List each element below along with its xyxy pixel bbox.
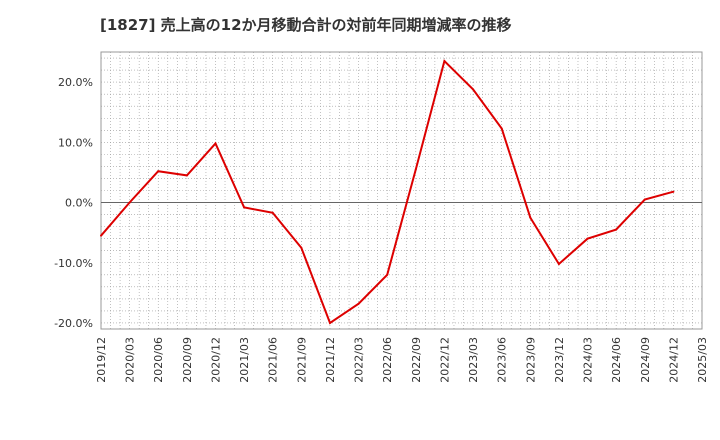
data-point <box>615 228 618 231</box>
y-axis-labels: 20.0% 10.0% 0.0% -10.0% -20.0% <box>54 76 93 330</box>
x-tick-label: 2021/03 <box>238 337 251 383</box>
data-point <box>328 321 331 324</box>
x-tick-label: 2024/09 <box>639 337 652 383</box>
x-tick-label: 2020/03 <box>124 337 137 383</box>
x-axis-labels: 2019/12 2020/03 2020/06 2020/09 2020/12 2021/… <box>95 337 709 383</box>
data-point <box>472 88 475 91</box>
x-tick-label: 2021/06 <box>267 337 280 383</box>
x-tick-label: 2019/12 <box>95 337 108 383</box>
x-tick-label: 2022/06 <box>381 337 394 383</box>
data-point <box>529 216 532 219</box>
x-tick-label: 2020/06 <box>152 337 165 383</box>
data-point <box>586 237 589 240</box>
x-tick-label: 2021/12 <box>324 337 337 383</box>
x-tick-label: 2020/09 <box>181 337 194 383</box>
x-tick-label: 2020/12 <box>209 337 222 383</box>
data-point <box>243 206 246 209</box>
data-point <box>157 170 160 173</box>
x-tick-label: 2022/12 <box>438 337 451 383</box>
y-tick-label: -10.0% <box>54 257 93 270</box>
data-point <box>386 273 389 276</box>
x-tick-label: 2023/09 <box>524 337 537 383</box>
x-tick-label: 2022/09 <box>410 337 423 383</box>
x-tick-label: 2024/12 <box>667 337 680 383</box>
data-point <box>443 60 446 63</box>
x-tick-label: 2021/09 <box>295 337 308 383</box>
y-tick-label: 10.0% <box>58 136 93 149</box>
data-point <box>557 262 560 265</box>
y-tick-label: 20.0% <box>58 76 93 89</box>
data-point <box>100 234 102 237</box>
data-point <box>271 211 274 214</box>
data-point <box>300 246 303 249</box>
data-point <box>185 174 188 177</box>
x-tick-label: 2023/03 <box>467 337 480 383</box>
x-tick-label: 2024/03 <box>582 337 595 383</box>
data-point <box>643 198 646 201</box>
y-tick-label: -20.0% <box>54 317 93 330</box>
y-tick-label: 0.0% <box>65 197 93 210</box>
data-point <box>672 190 675 193</box>
chart-title: [1827] 売上高の12か月移動合計の対前年同期増減率の推移 <box>100 16 512 34</box>
x-tick-label: 2023/12 <box>553 337 566 383</box>
data-point <box>414 168 417 171</box>
data-point <box>357 302 360 305</box>
x-tick-label: 2022/03 <box>353 337 366 383</box>
data-point <box>214 142 217 145</box>
series-group <box>100 59 675 325</box>
x-tick-label: 2023/06 <box>496 337 509 383</box>
y-grid <box>101 57 702 324</box>
x-tick-label: 2025/03 <box>696 337 709 383</box>
data-point <box>500 127 503 130</box>
x-tick-label: 2024/06 <box>610 337 623 383</box>
data-point <box>128 201 131 204</box>
